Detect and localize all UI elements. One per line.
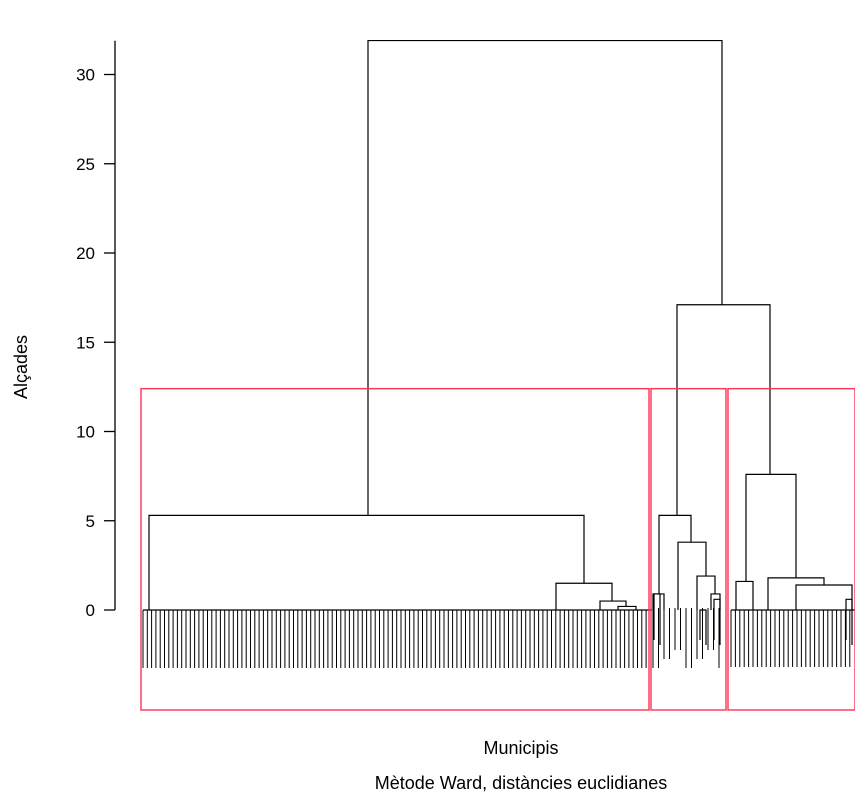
leaf-lines <box>142 608 855 668</box>
y-tick-label: 30 <box>76 66 95 85</box>
cluster-box-2 <box>650 387 727 711</box>
leaf-ticks <box>142 608 851 668</box>
merge-A2 <box>555 582 613 610</box>
merge-B1b2 <box>696 575 716 610</box>
y-axis-title: Alçades <box>11 335 31 399</box>
merge-B2b <box>767 577 825 610</box>
cluster-boxes <box>140 387 855 711</box>
sub-merge <box>845 598 853 645</box>
merge-root <box>367 39 723 516</box>
method-caption: Mètode Ward, distàncies euclidianes <box>375 773 667 793</box>
merge-A2b <box>599 600 627 610</box>
y-tick-label: 15 <box>76 333 95 352</box>
y-tick-label: 0 <box>86 601 95 620</box>
cluster-box-3 <box>727 387 855 711</box>
merge-A2b2 <box>617 605 637 610</box>
y-tick-label: 5 <box>86 512 95 531</box>
merge-B2a <box>735 580 754 610</box>
merge-B2b2 <box>795 584 853 610</box>
merge-B <box>676 304 771 516</box>
merge-B1b2b <box>710 593 721 610</box>
sub-merge <box>653 593 661 645</box>
merge-B1a <box>652 593 665 610</box>
merge-B1b <box>677 541 707 610</box>
x-axis-title: Municipis <box>483 738 558 758</box>
y-tick-label: 25 <box>76 155 95 174</box>
y-axis: 0 5 10 15 20 25 30 <box>76 40 116 620</box>
y-tick-label: 10 <box>76 423 95 442</box>
merge-A <box>148 514 585 610</box>
merge-B1 <box>658 514 692 594</box>
y-tick-label: 20 <box>76 244 95 263</box>
dendrogram-tree <box>148 39 853 645</box>
cluster-box-1 <box>140 387 650 711</box>
merge-B2 <box>745 473 797 582</box>
